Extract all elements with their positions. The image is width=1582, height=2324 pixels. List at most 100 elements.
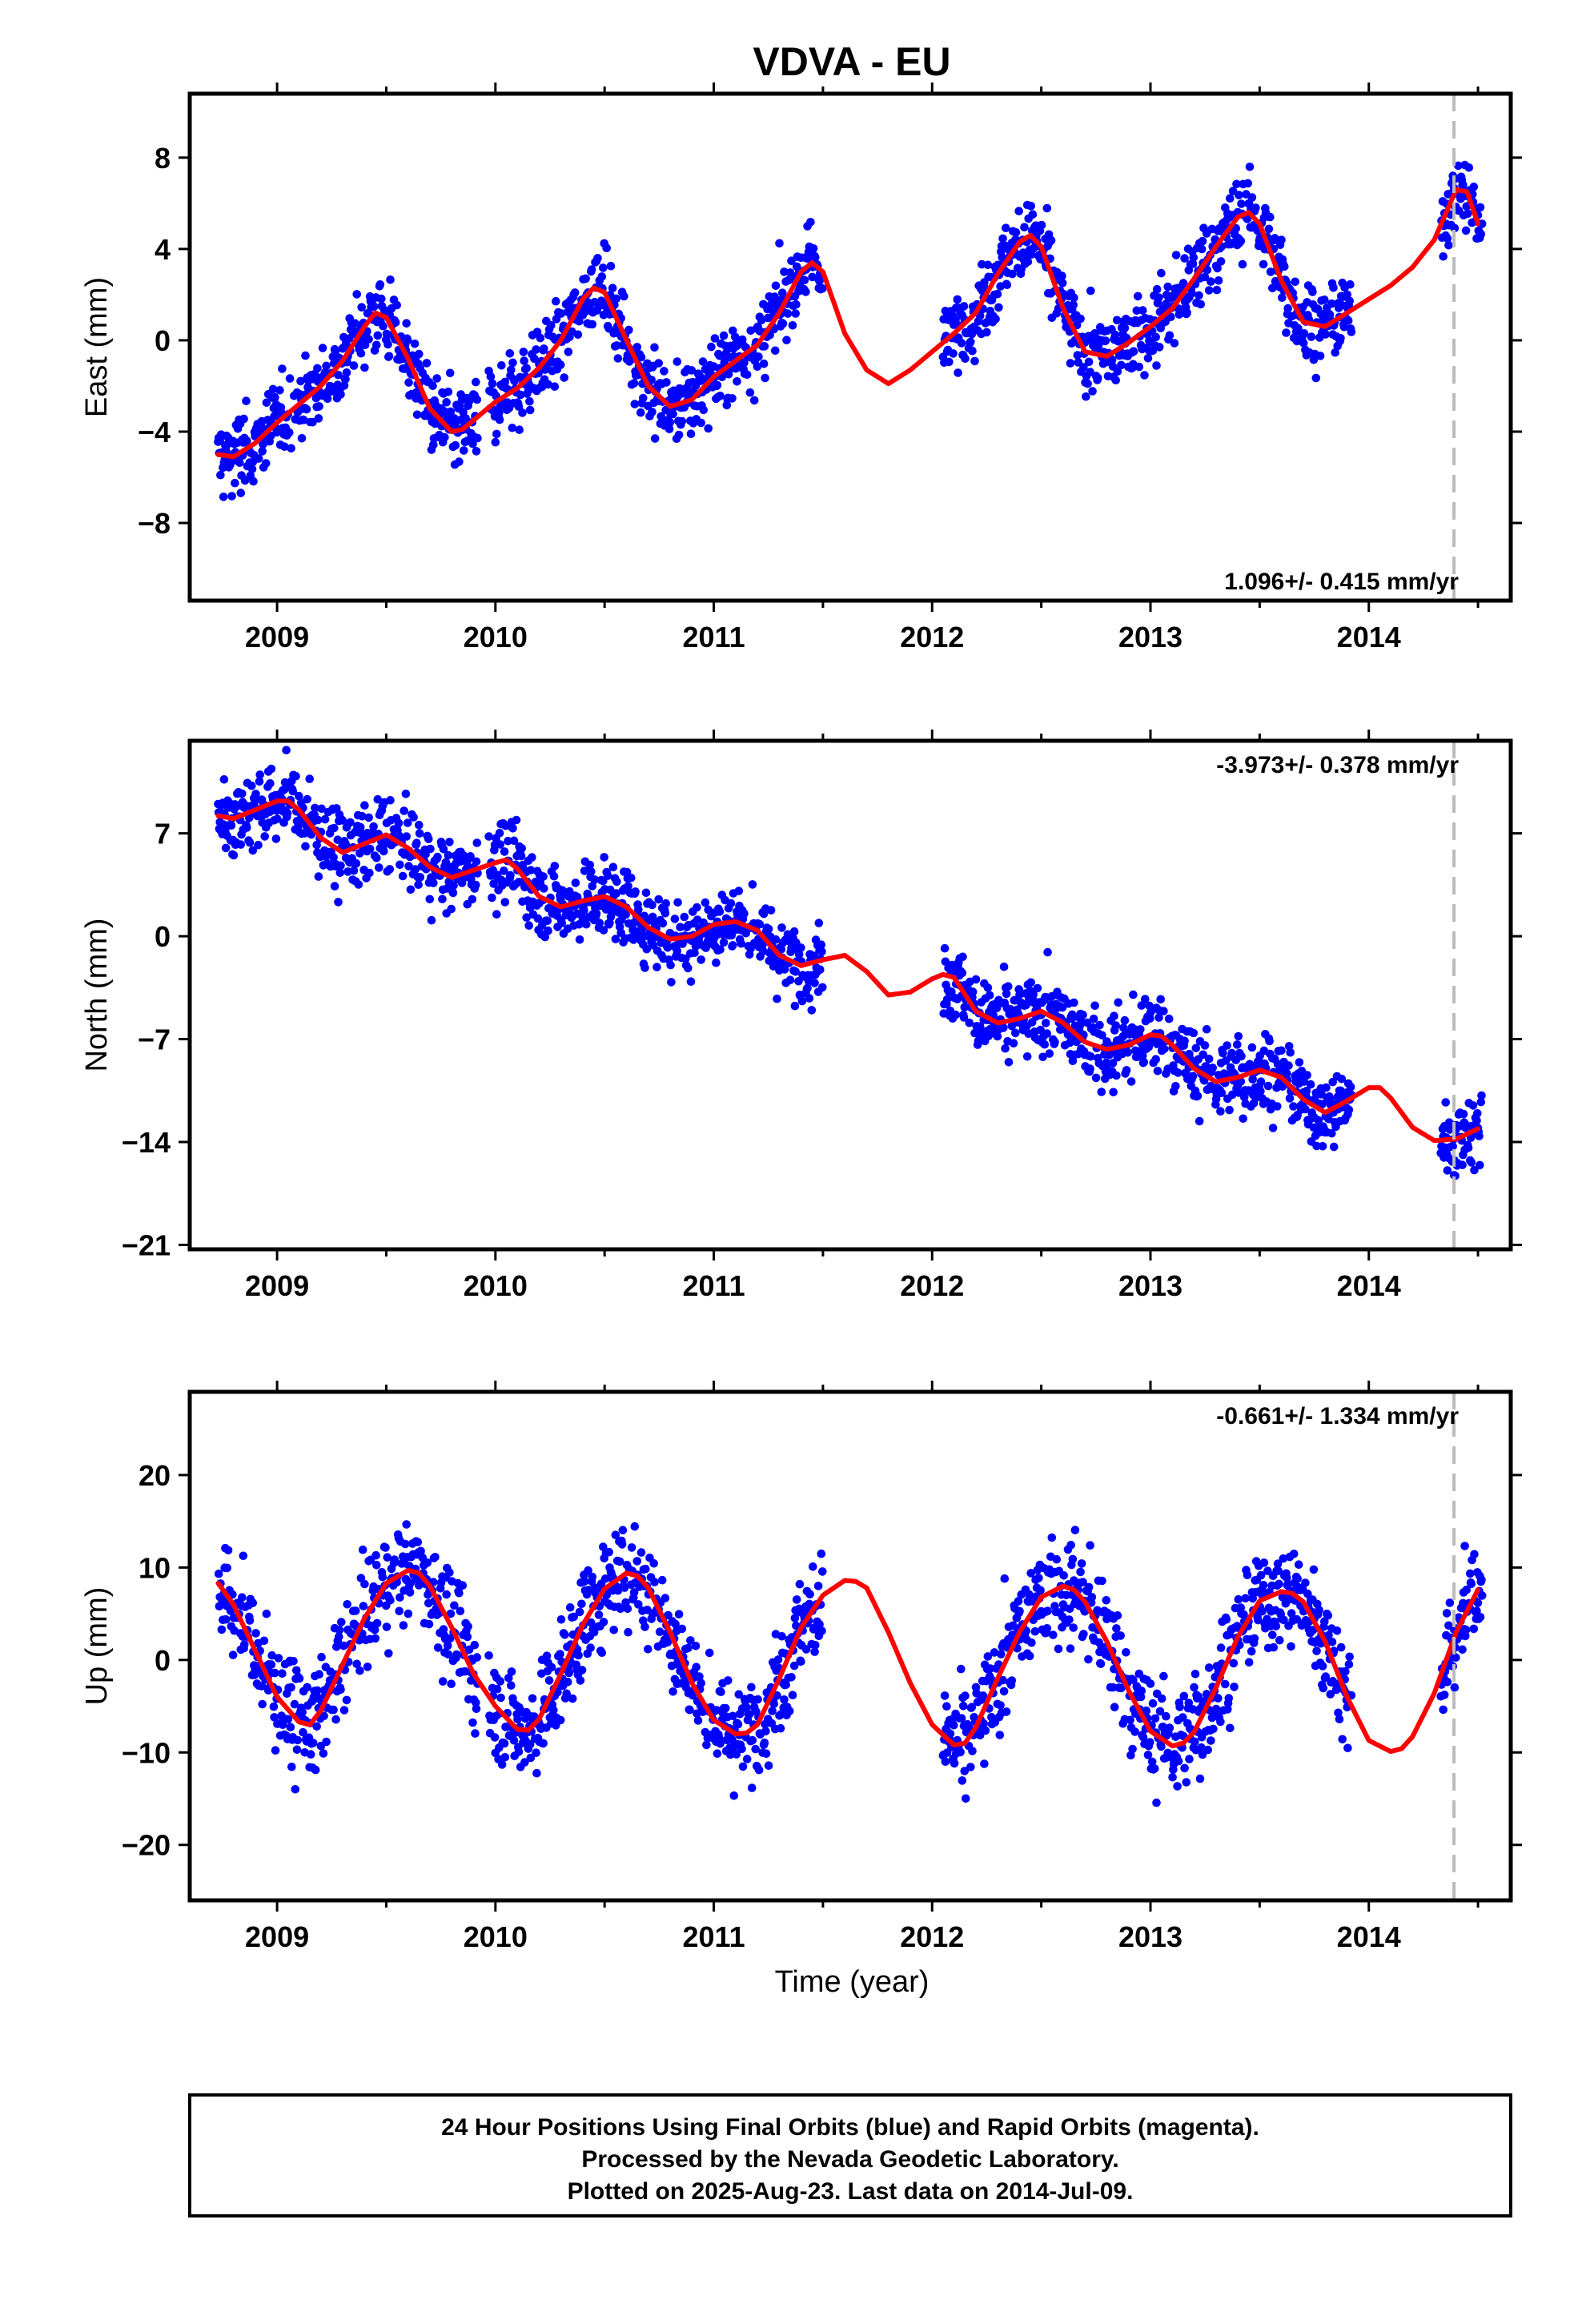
data-point	[618, 1526, 628, 1534]
data-point	[1136, 1692, 1146, 1702]
data-point	[445, 1568, 454, 1577]
data-point	[1284, 1061, 1293, 1070]
data-point	[1143, 1751, 1153, 1759]
data-point	[654, 895, 663, 904]
data-point	[690, 948, 699, 957]
data-point	[520, 1758, 529, 1767]
data-point	[311, 803, 319, 813]
data-point	[1470, 1165, 1479, 1175]
data-point	[450, 1601, 459, 1610]
data-point	[413, 1538, 423, 1546]
data-point	[998, 1675, 1007, 1685]
data-point	[1157, 1694, 1166, 1703]
data-point	[472, 447, 481, 456]
data-point	[1245, 163, 1255, 171]
data-point	[544, 380, 552, 389]
data-point	[1050, 1037, 1059, 1047]
data-point	[443, 1641, 452, 1651]
data-point	[1314, 1116, 1323, 1125]
data-point	[640, 1622, 649, 1631]
data-point	[385, 865, 395, 874]
data-point	[1307, 332, 1316, 341]
data-point	[1082, 392, 1090, 401]
data-point	[961, 354, 970, 364]
data-point	[1224, 1694, 1234, 1703]
data-point	[1195, 1116, 1204, 1126]
data-point	[942, 995, 952, 1004]
data-point	[693, 1716, 703, 1725]
data-point	[1439, 1691, 1449, 1699]
data-point	[313, 815, 323, 825]
data-point	[662, 378, 671, 387]
data-point	[438, 895, 447, 903]
data-point	[623, 1604, 632, 1614]
data-point	[670, 915, 680, 923]
data-point	[627, 1543, 636, 1552]
data-point	[563, 1678, 572, 1687]
data-point	[447, 1679, 456, 1688]
panel-east-model-fit-line	[215, 187, 1481, 460]
data-point	[383, 1553, 392, 1562]
data-point	[1273, 1102, 1282, 1111]
data-point	[1476, 1613, 1485, 1622]
data-point	[732, 1750, 741, 1759]
data-point	[411, 865, 420, 874]
data-point	[497, 1760, 507, 1769]
data-point	[1193, 1092, 1203, 1100]
data-point	[624, 325, 633, 335]
data-point	[713, 380, 722, 390]
data-point	[1299, 338, 1308, 348]
data-point	[271, 1668, 279, 1678]
data-point	[311, 1765, 320, 1775]
data-point	[1194, 1692, 1203, 1701]
x-tick-label: 2011	[682, 1269, 745, 1302]
panel-east-rate-label: 1.096+/- 0.415 mm/yr	[1224, 569, 1459, 595]
data-point	[1241, 1594, 1250, 1603]
data-point	[1263, 1614, 1271, 1624]
data-point	[1341, 1667, 1350, 1676]
data-point	[1154, 343, 1164, 352]
data-point	[1472, 1116, 1481, 1125]
data-point	[295, 791, 303, 801]
data-point	[238, 1593, 247, 1602]
data-point	[1343, 316, 1353, 325]
data-point	[358, 812, 367, 821]
data-point	[817, 947, 826, 956]
data-point	[996, 1701, 1005, 1710]
data-point	[1216, 1643, 1226, 1652]
data-point	[1191, 1670, 1200, 1679]
data-point	[216, 470, 225, 480]
data-point	[1025, 1651, 1034, 1661]
data-point	[1189, 1028, 1199, 1038]
data-point	[998, 253, 1007, 262]
data-point	[1086, 1052, 1095, 1061]
data-point	[630, 400, 640, 408]
data-point	[540, 932, 550, 942]
data-point	[560, 1630, 569, 1639]
data-point	[960, 1003, 970, 1011]
data-point	[258, 1699, 267, 1709]
data-point	[472, 838, 482, 847]
data-point	[761, 1727, 770, 1736]
data-point	[1442, 1609, 1452, 1618]
data-point	[789, 927, 799, 936]
data-point	[1336, 334, 1345, 343]
data-point	[1229, 1659, 1239, 1668]
note-box: 24 Hour Positions Using Final Orbits (bl…	[188, 2093, 1512, 2217]
data-point	[1109, 1088, 1118, 1097]
data-point	[1116, 1631, 1125, 1640]
data-point	[242, 396, 251, 406]
data-point	[778, 288, 787, 298]
data-point	[259, 1636, 269, 1646]
data-point	[260, 832, 270, 841]
data-point	[1317, 1090, 1326, 1099]
data-point	[1473, 1109, 1482, 1118]
data-point	[455, 457, 464, 466]
data-point	[239, 1551, 248, 1561]
data-point	[364, 335, 373, 344]
data-point	[1243, 179, 1252, 188]
data-point	[1078, 1578, 1087, 1586]
data-point	[1344, 1660, 1354, 1669]
data-point	[940, 1691, 950, 1700]
